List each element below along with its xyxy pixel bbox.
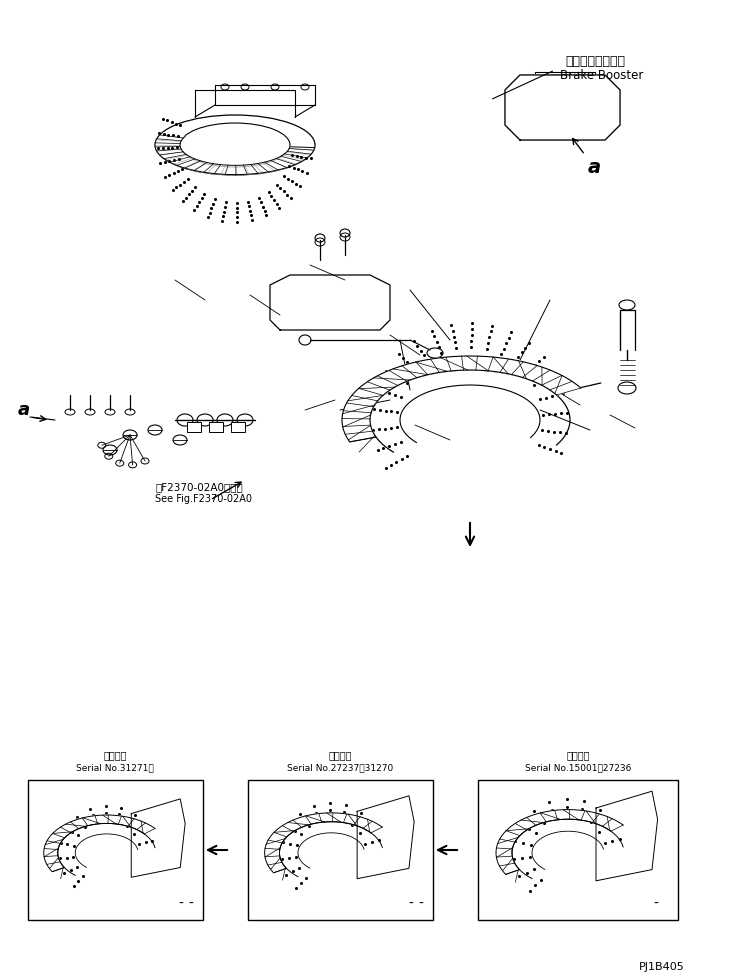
Text: ブレーキブースタ: ブレーキブースタ xyxy=(565,55,625,68)
Bar xyxy=(315,285,345,300)
Bar xyxy=(300,300,325,315)
Polygon shape xyxy=(270,275,390,330)
Bar xyxy=(535,72,595,92)
Polygon shape xyxy=(342,356,581,442)
Text: -: - xyxy=(418,897,423,911)
Polygon shape xyxy=(44,815,155,871)
Text: -: - xyxy=(408,897,413,911)
Text: 適用号機: 適用号機 xyxy=(328,750,352,760)
Bar xyxy=(209,422,223,432)
Polygon shape xyxy=(357,796,414,879)
Text: -: - xyxy=(188,897,193,911)
Polygon shape xyxy=(131,799,185,877)
Bar xyxy=(335,300,360,315)
Text: Brake Booster: Brake Booster xyxy=(560,69,643,82)
Polygon shape xyxy=(265,812,383,873)
Bar xyxy=(231,422,245,432)
Polygon shape xyxy=(596,791,658,881)
Bar xyxy=(28,780,203,920)
Bar xyxy=(248,780,433,920)
Ellipse shape xyxy=(557,104,567,112)
Bar xyxy=(545,74,585,88)
Polygon shape xyxy=(496,809,623,874)
Text: PJ1B405: PJ1B405 xyxy=(639,962,685,972)
Polygon shape xyxy=(505,75,620,140)
Text: -: - xyxy=(653,897,658,911)
Text: 第F2370-02A0図参照: 第F2370-02A0図参照 xyxy=(155,482,243,492)
Text: 適用号機: 適用号機 xyxy=(566,750,590,760)
Text: a: a xyxy=(18,401,30,419)
Polygon shape xyxy=(155,132,315,174)
Text: Serial No.15001～27236: Serial No.15001～27236 xyxy=(525,763,631,772)
Text: Serial No.27237～31270: Serial No.27237～31270 xyxy=(287,763,393,772)
Bar xyxy=(478,780,678,920)
Text: a: a xyxy=(588,158,601,177)
Text: See Fig.F2370-02A0: See Fig.F2370-02A0 xyxy=(155,494,252,504)
Text: -: - xyxy=(178,897,183,911)
Text: 適用号機: 適用号機 xyxy=(103,750,127,760)
Bar xyxy=(187,422,201,432)
Text: Serial No.31271～: Serial No.31271～ xyxy=(76,763,154,772)
